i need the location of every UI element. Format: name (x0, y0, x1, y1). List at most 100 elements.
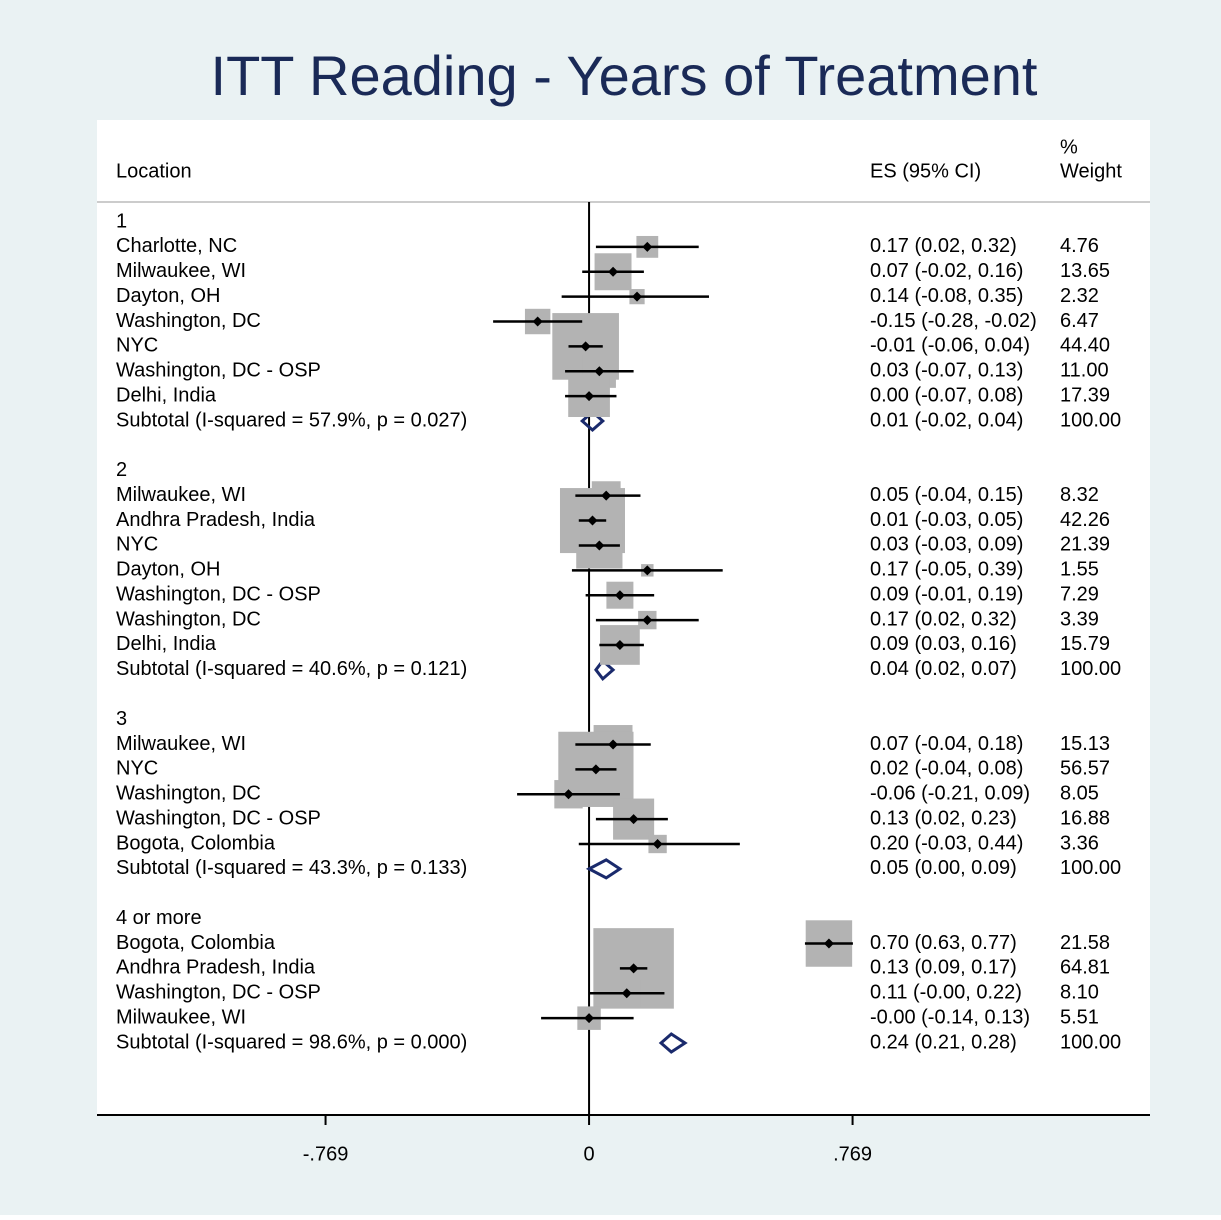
weight-label: 100.00 (1060, 658, 1121, 680)
subtotal-label: Subtotal (I-squared = 43.3%, p = 0.133) (116, 857, 467, 879)
weight-label: 42.26 (1060, 509, 1110, 531)
point-estimate (587, 515, 598, 526)
point-estimate (584, 391, 595, 402)
weight-label: 8.32 (1060, 484, 1099, 506)
weight-label: 11.00 (1060, 360, 1109, 382)
weight-label: 3.36 (1060, 832, 1099, 854)
point-estimate (580, 341, 591, 352)
ci-label: 0.00 (-0.07, 0.08) (870, 384, 1023, 406)
point-estimate (590, 764, 601, 775)
ci-label: 0.20 (-0.03, 0.44) (870, 832, 1023, 854)
location: Washington, DC - OSP (116, 807, 321, 829)
location: Andhra Pradesh, India (116, 509, 316, 531)
location: Dayton, OH (116, 559, 220, 581)
point-estimate (642, 615, 653, 626)
weight-label: 3.39 (1060, 608, 1099, 630)
weight-label: 2.32 (1060, 285, 1099, 307)
weight-label: 7.29 (1060, 583, 1099, 605)
weight-label: 15.79 (1060, 633, 1110, 655)
ci-label: 0.13 (0.02, 0.23) (870, 807, 1017, 829)
ci-label: 0.09 (0.03, 0.16) (870, 633, 1017, 655)
location: NYC (116, 534, 158, 556)
point-estimate (594, 540, 605, 551)
location: Milwaukee, WI (116, 260, 246, 282)
subtotal-label: Subtotal (I-squared = 98.6%, p = 0.000) (116, 1031, 467, 1053)
subtotal-label: Subtotal (I-squared = 57.9%, p = 0.027) (116, 409, 467, 431)
ci-label: 0.01 (-0.03, 0.05) (870, 509, 1023, 531)
location: Washington, DC (116, 608, 261, 630)
header: Weight (1060, 160, 1122, 182)
weight-label: 100.00 (1060, 409, 1121, 431)
weight-label: 21.58 (1060, 932, 1110, 954)
weight-label: 100.00 (1060, 857, 1121, 879)
location: Charlotte, NC (116, 235, 237, 257)
weight-label: 100.00 (1060, 1031, 1121, 1053)
weight-label: 15.13 (1060, 733, 1110, 755)
weight-label: 56.57 (1060, 758, 1110, 780)
ci-label: 0.02 (-0.04, 0.08) (870, 758, 1023, 780)
ci-label: -0.15 (-0.28, -0.02) (870, 310, 1037, 332)
weight-label: 5.51 (1060, 1006, 1099, 1028)
subtotal-label: Subtotal (I-squared = 40.6%, p = 0.121) (116, 658, 467, 680)
location: NYC (116, 335, 158, 357)
location: Washington, DC (116, 310, 261, 332)
ci-label: 0.05 (0.00, 0.09) (870, 857, 1017, 879)
location: Washington, DC - OSP (116, 583, 321, 605)
point-estimate (823, 938, 834, 949)
subtotal-diamond (658, 1032, 688, 1054)
location: Milwaukee, WI (116, 733, 246, 755)
ci-label: 0.07 (-0.04, 0.18) (870, 733, 1023, 755)
location: NYC (116, 758, 158, 780)
x-tick-label: 0 (584, 1143, 595, 1165)
location: Andhra Pradesh, India (116, 957, 316, 979)
ci-label: 0.17 (0.02, 0.32) (870, 608, 1017, 630)
point-estimate (628, 814, 639, 825)
ci-label: 0.05 (-0.04, 0.15) (870, 484, 1023, 506)
ci-label: 0.24 (0.21, 0.28) (870, 1031, 1017, 1053)
group-label: 3 (116, 708, 127, 730)
ci-label: 0.07 (-0.02, 0.16) (870, 260, 1023, 282)
location: Washington, DC (116, 783, 261, 805)
ci-label: 0.17 (-0.05, 0.39) (870, 559, 1023, 581)
weight-label: 17.39 (1060, 384, 1110, 406)
point-estimate (652, 839, 663, 849)
weight-label: 4.76 (1060, 235, 1099, 257)
point-estimate (642, 241, 653, 252)
group-label: 2 (116, 459, 127, 481)
location: Delhi, India (116, 384, 217, 406)
point-estimate (642, 565, 653, 576)
ci-label: 0.14 (-0.08, 0.35) (870, 285, 1023, 307)
weight-label: 8.05 (1060, 783, 1099, 805)
weight-label: 64.81 (1060, 957, 1110, 979)
location: Delhi, India (116, 633, 217, 655)
location: Washington, DC - OSP (116, 360, 321, 382)
point-estimate (608, 739, 619, 750)
ci-label: 0.03 (-0.07, 0.13) (870, 360, 1023, 382)
point-estimate (532, 316, 543, 327)
ci-label: -0.06 (-0.21, 0.09) (870, 783, 1030, 805)
ci-label: 0.09 (-0.01, 0.19) (870, 583, 1023, 605)
location: Washington, DC - OSP (116, 982, 321, 1004)
point-estimate (632, 291, 643, 302)
location: Bogota, Colombia (116, 932, 276, 954)
ci-label: 0.03 (-0.03, 0.09) (870, 534, 1023, 556)
point-estimate (584, 1013, 595, 1024)
ci-label: 0.01 (-0.02, 0.04) (870, 409, 1023, 431)
location: Milwaukee, WI (116, 1006, 246, 1028)
ci-label: -0.01 (-0.06, 0.04) (870, 335, 1030, 357)
chart-title: ITT Reading - Years of Treatment (211, 44, 1038, 107)
ci-label: 0.13 (0.09, 0.17) (870, 957, 1017, 979)
point-estimate (608, 266, 619, 277)
weight-label: 8.10 (1060, 982, 1099, 1004)
point-estimate (628, 963, 639, 974)
ci-label: 0.70 (0.63, 0.77) (870, 932, 1017, 954)
ci-label: 0.11 (-0.00, 0.22) (870, 982, 1022, 1004)
weight-label: 1.55 (1060, 559, 1099, 581)
x-tick-label: .769 (833, 1143, 872, 1165)
point-estimate (594, 366, 605, 377)
weight-label: 44.40 (1060, 335, 1110, 357)
location: Milwaukee, WI (116, 484, 246, 506)
point-estimate (614, 590, 625, 601)
point-estimate (621, 988, 632, 999)
